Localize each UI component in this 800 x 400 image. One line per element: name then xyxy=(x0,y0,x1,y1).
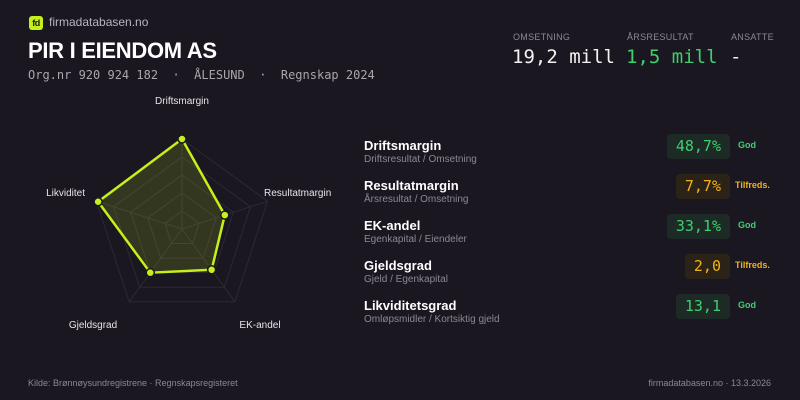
ratio-formula: Årsresultat / Omsetning xyxy=(364,194,469,205)
ratio-value-badge: 13,1 xyxy=(675,294,730,319)
ratio-status: Tilfreds. xyxy=(735,260,770,270)
metric-label-ansatte: ANSATTE xyxy=(731,32,774,42)
ratio-value-badge: 7,7% xyxy=(675,174,730,199)
ratio-formula: Gjeld / Egenkapital xyxy=(364,274,448,285)
ratio-title: Resultatmargin xyxy=(364,178,459,193)
ratio-status: God xyxy=(738,220,756,230)
axis-label-resultatmargin: Resultatmargin xyxy=(264,188,332,199)
ratio-value-badge: 33,1% xyxy=(666,214,730,239)
radar-ring xyxy=(130,174,234,274)
radar-point-resultatmargin xyxy=(220,210,230,220)
radar-ring xyxy=(147,192,217,259)
ratio-status: Tilfreds. xyxy=(735,180,770,190)
metric-value-ansatte: - xyxy=(730,46,742,68)
ratio-formula: Egenkapital / Eiendeler xyxy=(364,234,467,245)
radar-ring xyxy=(112,156,252,288)
ratio-value-badge: 48,7% xyxy=(666,134,730,159)
ratio-formula: Omløpsmidler / Kortsiktig gjeld xyxy=(364,314,500,325)
footer-source: Kilde: Brønnøysundregistrene · Regnskaps… xyxy=(28,378,238,388)
company-subtitle: Org.nr 920 924 182 · ÅLESUND · Regnskap … xyxy=(28,68,375,82)
radar-series-area xyxy=(96,137,227,274)
radar-ring xyxy=(164,210,200,245)
radar-chart xyxy=(93,134,269,303)
radar-point-likviditet xyxy=(93,196,103,207)
radar-point-ek-andel xyxy=(206,265,217,275)
ratio-status: God xyxy=(738,300,756,310)
company-name: PIR I EIENDOM AS xyxy=(28,38,217,63)
radar-spoke xyxy=(181,228,236,303)
ratio-value-badge: 2,0 xyxy=(684,254,730,279)
brand-name[interactable]: firmadatabasen.no xyxy=(49,15,149,29)
logo: fd xyxy=(29,16,43,30)
ratio-title: EK-andel xyxy=(364,218,421,233)
metric-label-arsresultat: ÅRSRESULTAT xyxy=(627,32,694,42)
axis-label-gjeldsgrad: Gjeldsgrad xyxy=(68,320,118,331)
metric-value-omsetning: 19,2 mill xyxy=(512,46,615,68)
ratio-status: God xyxy=(738,140,756,150)
ratio-row-resultatmargin: Resultatmargin Årsresultat / Omsetning 7… xyxy=(364,173,774,209)
ratio-row-likviditetsgrad: Likviditetsgrad Omløpsmidler / Kortsikti… xyxy=(364,293,774,329)
metric-value-arsresultat: 1,5 mill xyxy=(626,46,718,68)
ratio-row-driftsmargin: Driftsmargin Driftsresultat / Omsetning … xyxy=(364,133,774,169)
ratio-title: Driftsmargin xyxy=(364,138,442,153)
ratio-title: Likviditetsgrad xyxy=(364,298,457,313)
axis-label-likviditet: Likviditet xyxy=(46,188,85,199)
radar-spoke xyxy=(96,200,183,230)
axis-label-ek-andel: EK-andel xyxy=(239,320,281,331)
radar-point-gjeldsgrad xyxy=(145,267,156,278)
ratio-title: Gjeldsgrad xyxy=(364,258,432,273)
radar-spoke xyxy=(128,228,183,303)
ratio-formula: Driftsresultat / Omsetning xyxy=(364,154,477,165)
axis-label-driftsmargin: Driftsmargin xyxy=(155,96,209,107)
footer-site-date: firmadatabasen.no · 13.3.2026 xyxy=(648,378,771,388)
ratio-row-ek-andel: EK-andel Egenkapital / Eiendeler 33,1% G… xyxy=(364,213,774,249)
ratio-row-gjeldsgrad: Gjeldsgrad Gjeld / Egenkapital 2,0 Tilfr… xyxy=(364,253,774,289)
metric-label-omsetning: OMSETNING xyxy=(513,32,571,42)
radar-point-driftsmargin xyxy=(177,134,187,144)
